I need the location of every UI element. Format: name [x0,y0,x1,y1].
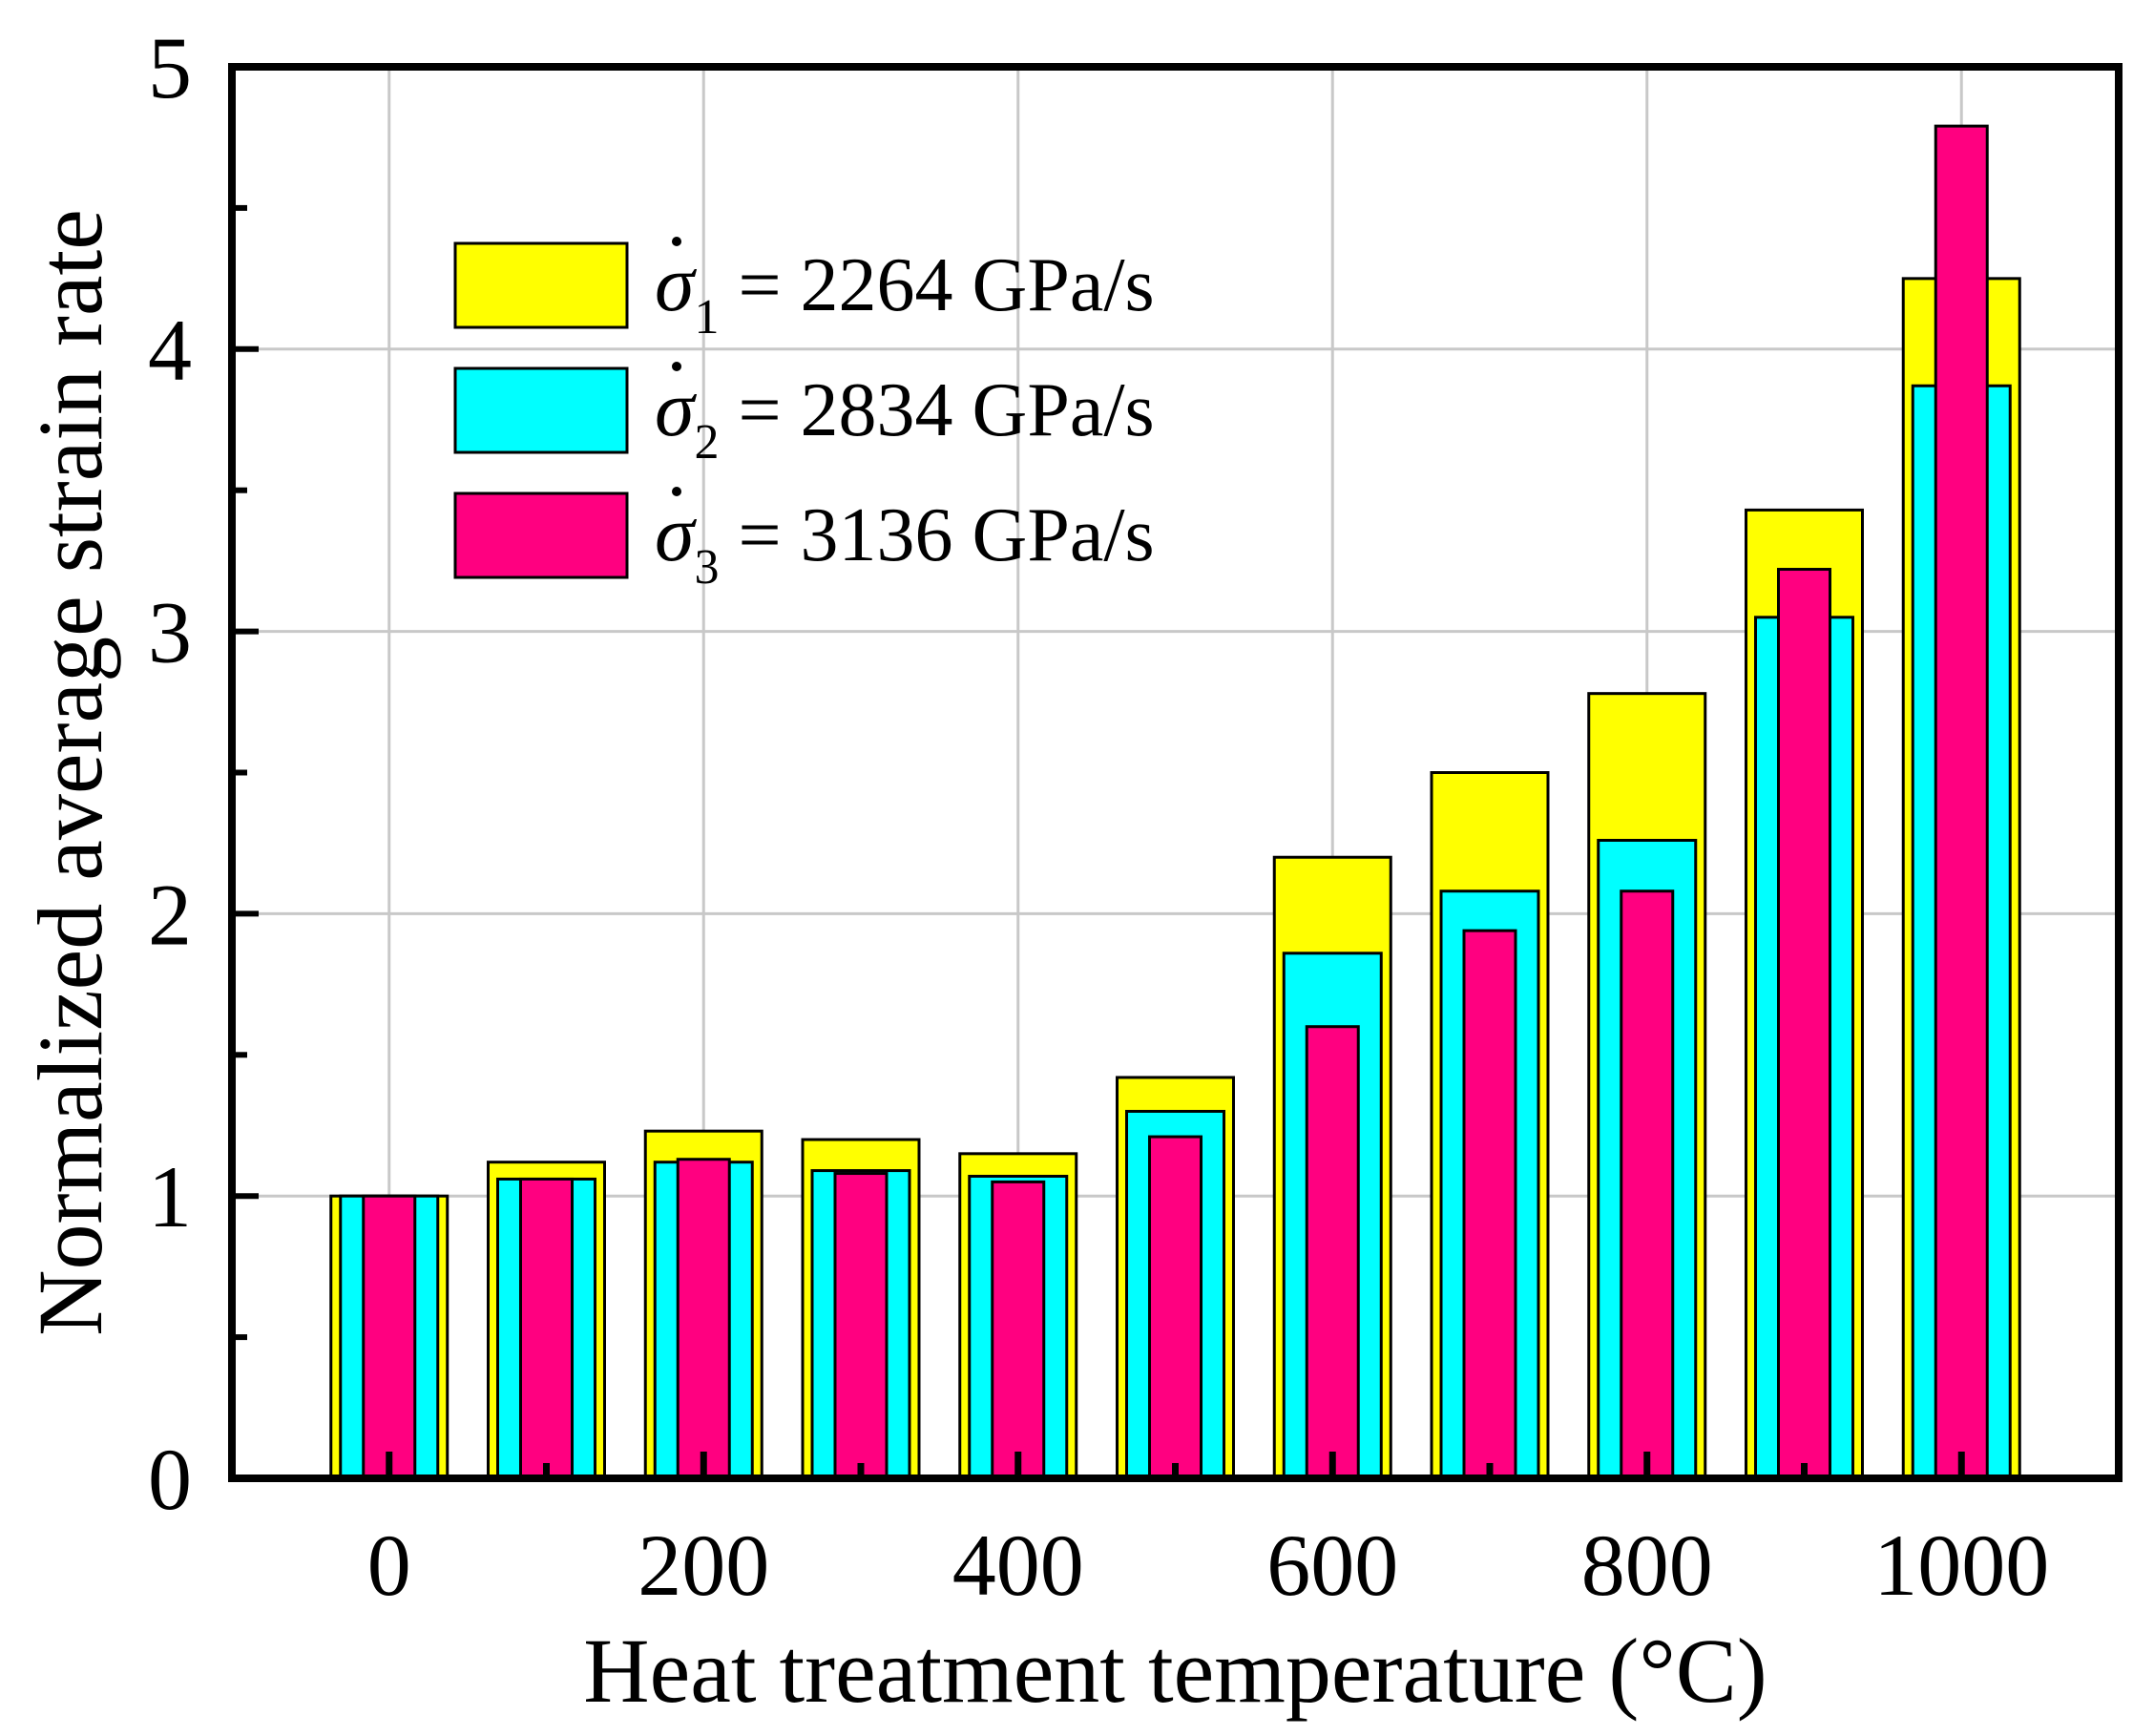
x-axis-title: Heat treatment temperature (°C) [583,1620,1767,1722]
legend-symbol-1: σ [655,240,698,328]
bar-series-3 [1620,889,1675,1480]
y-tick-label: 0 [148,1431,192,1528]
legend-symbol-2: σ [655,365,698,453]
legend-value-1: = 2264 GPa/s [719,243,1154,327]
legend-swatch-2 [453,366,629,454]
x-tick-label: 0 [367,1516,411,1614]
bar-series-3 [1462,929,1517,1480]
legend-subscript-1: 1 [694,290,719,345]
plot-frame [228,63,2123,1482]
plot-border [228,63,2123,1482]
legend-dot-1 [672,237,681,246]
bar-series-3 [1777,568,1831,1480]
bar-series-3 [1148,1135,1202,1480]
bars [329,124,2021,1480]
bar-series-3 [362,1194,417,1480]
legend-symbol-3: σ [655,490,698,578]
legend-item-3: σ3 = 3136 GPa/s [453,487,1155,595]
x-tick-label: 200 [638,1516,769,1614]
bar-series-3 [833,1172,889,1480]
y-tick-label: 4 [148,302,192,399]
bar-series-3 [991,1180,1046,1480]
legend-item-1: σ1 = 2264 GPa/s [453,237,1155,345]
bar-series-3 [1934,124,1989,1480]
x-tick-label: 400 [952,1516,1084,1614]
y-tick-label: 2 [148,866,192,963]
legend-value-3: = 3136 GPa/s [719,493,1154,577]
tick-labels: 0 200 400 600 800 1000 0 1 2 3 4 5 [148,19,2049,1614]
legend-subscript-3: 3 [694,540,719,595]
legend-swatch-1 [453,241,629,329]
y-tick-label: 1 [148,1148,192,1245]
x-tick-label: 1000 [1873,1516,2049,1614]
legend-label-3: σ3 = 3136 GPa/s [655,490,1155,595]
bar-series-3 [519,1177,574,1480]
legend-dot-2 [672,362,681,371]
legend-dot-3 [672,487,681,496]
bar-series-3 [676,1158,731,1480]
y-tick-label: 5 [148,19,192,116]
y-axis-title: Normalized average strain rate [19,209,121,1336]
legend-swatch-3 [453,492,629,579]
legend-label-1: σ1 = 2264 GPa/s [655,240,1155,345]
legend-value-2: = 2834 GPa/s [719,368,1154,452]
legend: σ1 = 2264 GPa/s σ2 = 2834 GPa/s σ3 = 313… [453,237,1155,595]
legend-label-2: σ2 = 2834 GPa/s [655,365,1155,470]
legend-item-2: σ2 = 2834 GPa/s [453,362,1155,470]
x-tick-label: 800 [1581,1516,1713,1614]
bar-series-3 [1305,1025,1360,1480]
x-tick-label: 600 [1266,1516,1398,1614]
legend-subscript-2: 2 [694,415,719,470]
y-tick-label: 3 [148,584,192,681]
